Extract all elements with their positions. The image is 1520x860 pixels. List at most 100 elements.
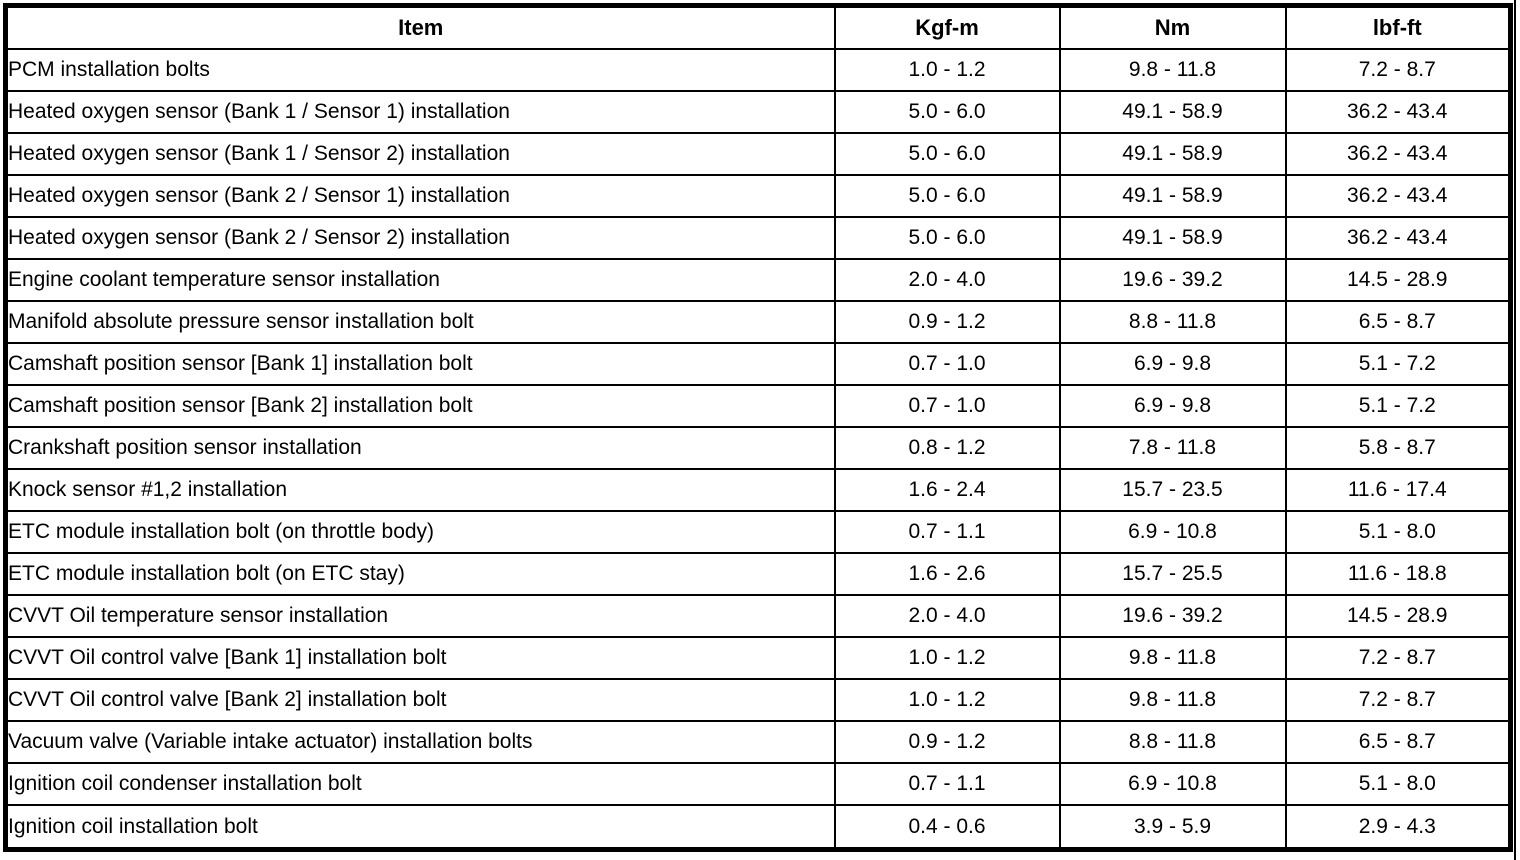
column-header-kgf-m: Kgf-m (833, 4, 1061, 50)
item-cell: Ignition coil installation bolt (4, 804, 836, 851)
value-cell: 6.9 - 10.8 (1058, 762, 1287, 806)
value-cell: 5.0 - 6.0 (833, 132, 1061, 176)
value-cell: 5.8 - 8.7 (1284, 426, 1512, 470)
value-cell: 3.9 - 5.9 (1058, 804, 1287, 851)
item-cell: Heated oxygen sensor (Bank 2 / Sensor 2)… (4, 216, 836, 260)
item-cell: Heated oxygen sensor (Bank 1 / Sensor 2)… (4, 132, 836, 176)
value-cell: 5.1 - 8.0 (1284, 510, 1512, 554)
table-row: Heated oxygen sensor (Bank 2 / Sensor 2)… (4, 216, 1512, 260)
value-cell: 19.6 - 39.2 (1058, 258, 1287, 302)
table-row: Vacuum valve (Variable intake actuator) … (4, 720, 1512, 764)
column-header-nm: Nm (1058, 4, 1287, 50)
item-cell: Engine coolant temperature sensor instal… (4, 258, 836, 302)
value-cell: 5.0 - 6.0 (833, 174, 1061, 218)
value-cell: 14.5 - 28.9 (1284, 258, 1512, 302)
value-cell: 0.9 - 1.2 (833, 300, 1061, 344)
item-cell: Vacuum valve (Variable intake actuator) … (4, 720, 836, 764)
value-cell: 15.7 - 25.5 (1058, 552, 1287, 596)
value-cell: 2.9 - 4.3 (1284, 804, 1512, 851)
value-cell: 5.0 - 6.0 (833, 216, 1061, 260)
table-row: Knock sensor #1,2 installation 1.6 - 2.4 1… (4, 468, 1512, 512)
value-cell: 36.2 - 43.4 (1284, 216, 1512, 260)
value-cell: 49.1 - 58.9 (1058, 90, 1287, 134)
value-cell: 36.2 - 43.4 (1284, 174, 1512, 218)
item-cell: Camshaft position sensor [Bank 2] instal… (4, 384, 836, 428)
value-cell: 6.9 - 9.8 (1058, 384, 1287, 428)
table-row: CVVT Oil control valve [Bank 2] installa… (4, 678, 1512, 722)
table-row: ETC module installation bolt (on ETC sta… (4, 552, 1512, 596)
value-cell: 7.2 - 8.7 (1284, 636, 1512, 680)
table-row: Heated oxygen sensor (Bank 2 / Sensor 1)… (4, 174, 1512, 218)
value-cell: 0.9 - 1.2 (833, 720, 1061, 764)
item-cell: ETC module installation bolt (on throttl… (4, 510, 836, 554)
table-row: Ignition coil condenser installation bol… (4, 762, 1512, 806)
value-cell: 5.1 - 8.0 (1284, 762, 1512, 806)
item-cell: Crankshaft position sensor installation (4, 426, 836, 470)
value-cell: 0.8 - 1.2 (833, 426, 1061, 470)
column-header-lbf-ft: lbf-ft (1284, 4, 1512, 50)
table-row: Heated oxygen sensor (Bank 1 / Sensor 2)… (4, 132, 1512, 176)
table-row: CVVT Oil control valve [Bank 1] installa… (4, 636, 1512, 680)
value-cell: 1.0 - 1.2 (833, 678, 1061, 722)
item-cell: Knock sensor #1,2 installation (4, 468, 836, 512)
value-cell: 1.6 - 2.6 (833, 552, 1061, 596)
item-cell: Manifold absolute pressure sensor instal… (4, 300, 836, 344)
value-cell: 5.1 - 7.2 (1284, 342, 1512, 386)
value-cell: 0.7 - 1.0 (833, 384, 1061, 428)
value-cell: 0.7 - 1.1 (833, 762, 1061, 806)
value-cell: 0.4 - 0.6 (833, 804, 1061, 851)
value-cell: 6.5 - 8.7 (1284, 300, 1512, 344)
item-cell: Camshaft position sensor [Bank 1] instal… (4, 342, 836, 386)
item-cell: CVVT Oil temperature sensor installation (4, 594, 836, 638)
table-row: CVVT Oil temperature sensor installation… (4, 594, 1512, 638)
value-cell: 2.0 - 4.0 (833, 258, 1061, 302)
item-cell: Heated oxygen sensor (Bank 1 / Sensor 1)… (4, 90, 836, 134)
value-cell: 1.0 - 1.2 (833, 48, 1061, 92)
table-row: Manifold absolute pressure sensor instal… (4, 300, 1512, 344)
table-row: PCM installation bolts 1.0 - 1.2 9.8 - 11.… (4, 48, 1512, 92)
value-cell: 6.5 - 8.7 (1284, 720, 1512, 764)
value-cell: 49.1 - 58.9 (1058, 174, 1287, 218)
value-cell: 8.8 - 11.8 (1058, 720, 1287, 764)
value-cell: 9.8 - 11.8 (1058, 48, 1287, 92)
header-row: Item Kgf-m Nm lbf-ft (4, 4, 1512, 50)
table-row: Camshaft position sensor [Bank 2] instal… (4, 384, 1512, 428)
value-cell: 49.1 - 58.9 (1058, 132, 1287, 176)
value-cell: 36.2 - 43.4 (1284, 132, 1512, 176)
value-cell: 14.5 - 28.9 (1284, 594, 1512, 638)
torque-spec-table: Item Kgf-m Nm lbf-ft PCM installation bo… (3, 3, 1513, 852)
value-cell: 2.0 - 4.0 (833, 594, 1061, 638)
value-cell: 7.2 - 8.7 (1284, 48, 1512, 92)
table-row: ETC module installation bolt (on throttl… (4, 510, 1512, 554)
value-cell: 0.7 - 1.1 (833, 510, 1061, 554)
table-row: Engine coolant temperature sensor instal… (4, 258, 1512, 302)
table-row: Heated oxygen sensor (Bank 1 / Sensor 1)… (4, 90, 1512, 134)
value-cell: 1.6 - 2.4 (833, 468, 1061, 512)
value-cell: 7.8 - 11.8 (1058, 426, 1287, 470)
item-cell: PCM installation bolts (4, 48, 836, 92)
item-cell: ETC module installation bolt (on ETC sta… (4, 552, 836, 596)
value-cell: 7.2 - 8.7 (1284, 678, 1512, 722)
value-cell: 6.9 - 10.8 (1058, 510, 1287, 554)
value-cell: 0.7 - 1.0 (833, 342, 1061, 386)
value-cell: 9.8 - 11.8 (1058, 636, 1287, 680)
item-cell: CVVT Oil control valve [Bank 2] installa… (4, 678, 836, 722)
value-cell: 5.1 - 7.2 (1284, 384, 1512, 428)
value-cell: 11.6 - 18.8 (1284, 552, 1512, 596)
value-cell: 8.8 - 11.8 (1058, 300, 1287, 344)
value-cell: 49.1 - 58.9 (1058, 216, 1287, 260)
page-edge-line (1514, 0, 1516, 860)
value-cell: 36.2 - 43.4 (1284, 90, 1512, 134)
value-cell: 19.6 - 39.2 (1058, 594, 1287, 638)
value-cell: 9.8 - 11.8 (1058, 678, 1287, 722)
value-cell: 5.0 - 6.0 (833, 90, 1061, 134)
table-row: Crankshaft position sensor installation 0… (4, 426, 1512, 470)
value-cell: 6.9 - 9.8 (1058, 342, 1287, 386)
item-cell: CVVT Oil control valve [Bank 1] installa… (4, 636, 836, 680)
value-cell: 11.6 - 17.4 (1284, 468, 1512, 512)
column-header-item: Item (4, 4, 836, 50)
table-row: Ignition coil installation bolt 0.4 - 0.6… (4, 804, 1512, 851)
item-cell: Ignition coil condenser installation bol… (4, 762, 836, 806)
value-cell: 15.7 - 23.5 (1058, 468, 1287, 512)
